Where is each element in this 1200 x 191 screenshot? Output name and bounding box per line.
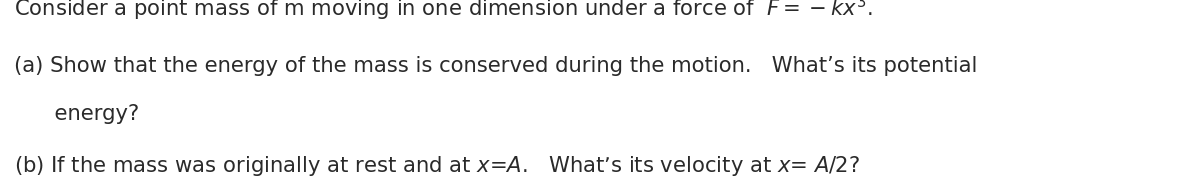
Text: Consider a point mass of m moving in one dimension under a force of  $F = -kx^3$: Consider a point mass of m moving in one… (14, 0, 874, 23)
Text: energy?: energy? (14, 104, 139, 124)
Text: (a) Show that the energy of the mass is conserved during the motion.   What’s it: (a) Show that the energy of the mass is … (14, 56, 978, 76)
Text: (b) If the mass was originally at rest and at $x$=$A$.   What’s its velocity at : (b) If the mass was originally at rest a… (14, 154, 860, 178)
